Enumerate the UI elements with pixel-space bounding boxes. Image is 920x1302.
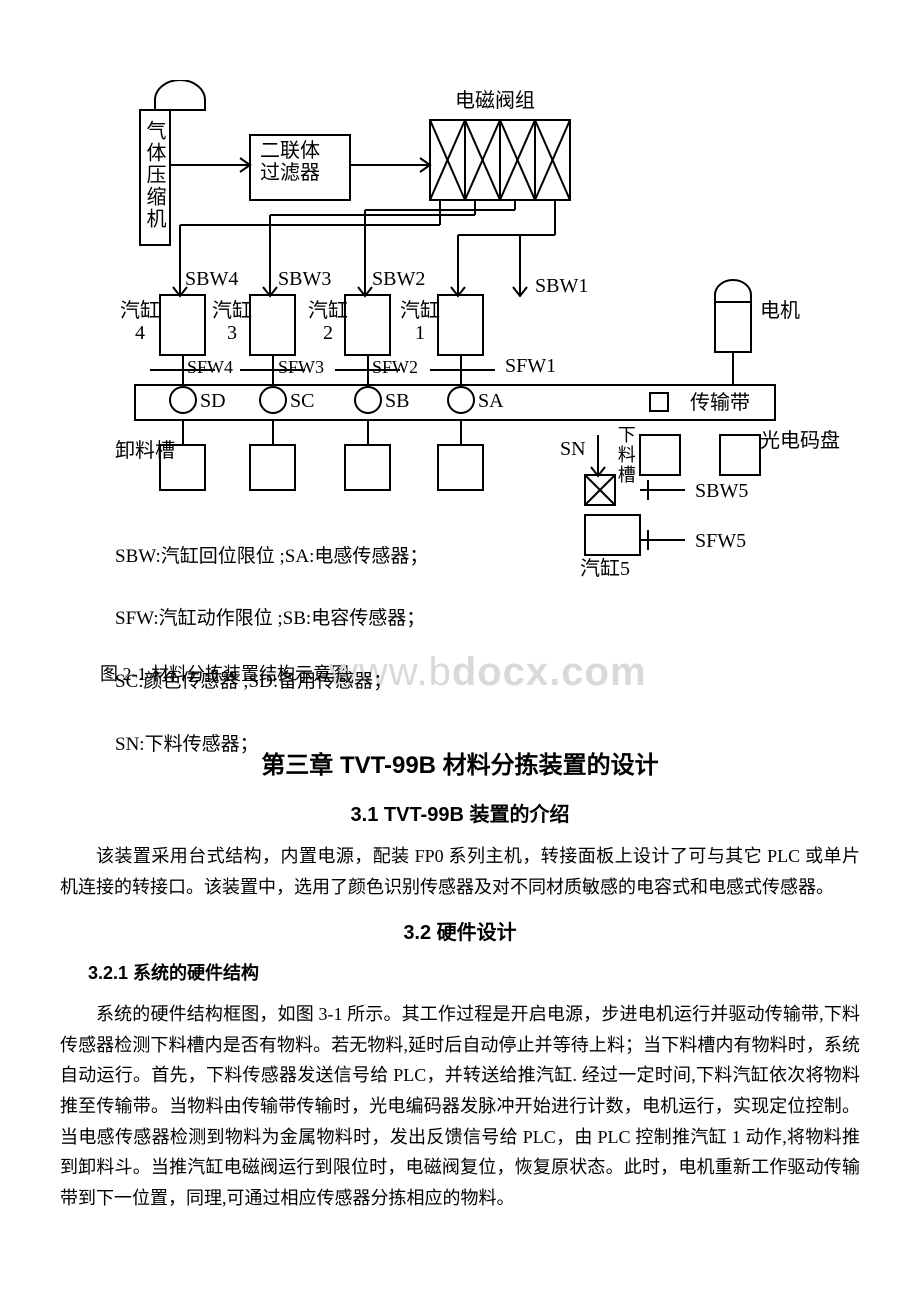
label-1: 1 [415, 322, 425, 344]
label-4: 4 [135, 322, 145, 344]
subsection-3-2-1-title: 3.2.1 系统的硬件结构 [88, 959, 860, 985]
label-cyl2a: 汽缸 [308, 300, 348, 322]
label-compressor: 气体压缩机 [143, 120, 165, 230]
label-sfw5: SFW5 [695, 530, 746, 552]
legend-4: SN:下料传感器； [115, 735, 428, 756]
label-sbw2: SBW2 [372, 268, 425, 290]
label-sbw4: SBW4 [185, 268, 238, 290]
legend-3: SC:颜色传感器 ;SD:备用传感器； [115, 672, 428, 693]
label-belt: 传输带 [690, 392, 750, 414]
label-sbw3: SBW3 [278, 268, 331, 290]
subsection-3-2-1-para1: 系统的硬件结构框图，如图 3-1 所示。其工作过程是开启电源，步进电机运行并驱动… [60, 999, 860, 1213]
label-cyl3a: 汽缸 [212, 300, 252, 322]
legend-1: SBW:汽缸回位限位 ;SA:电感传感器； [115, 547, 428, 568]
label-sfw4: SFW4 [187, 358, 233, 378]
label-sa: SA [478, 390, 504, 412]
label-cyl1a: 汽缸 [400, 300, 440, 322]
section-3-1-para1: 该装置采用台式结构，内置电源，配装 FP0 系列主机，转接面板上设计了可与其它 … [60, 841, 860, 902]
label-sbw1: SBW1 [535, 275, 588, 297]
label-sd: SD [200, 390, 226, 412]
label-sb: SB [385, 390, 409, 412]
label-2: 2 [323, 322, 333, 344]
label-sbw5: SBW5 [695, 480, 748, 502]
sorting-device-diagram: 气体压缩机 二联体 过滤器 电磁阀组 SBW4 SBW3 SBW2 SBW1 汽… [120, 80, 800, 620]
label-encoder: 光电码盘 [760, 430, 840, 452]
diagram-container: 气体压缩机 二联体 过滤器 电磁阀组 SBW4 SBW3 SBW2 SBW1 汽… [60, 80, 860, 620]
label-feed: 下料槽 [615, 425, 635, 485]
label-sn: SN [560, 438, 586, 460]
label-filter: 二联体 过滤器 [260, 140, 320, 184]
label-cyl4a: 汽缸 [120, 300, 160, 322]
legend-2: SFW:汽缸动作限位 ;SB:电容传感器； [115, 609, 428, 630]
label-cyl5: 汽缸5 [580, 558, 630, 580]
label-sfw1: SFW1 [505, 355, 556, 377]
section-3-1-title: 3.1 TVT-99B 装置的介绍 [60, 798, 860, 827]
label-motor: 电机 [760, 300, 800, 322]
label-valves: 电磁阀组 [455, 90, 535, 112]
label-3: 3 [227, 322, 237, 344]
label-unload: 卸料槽 [115, 440, 175, 462]
label-sfw3: SFW3 [278, 358, 324, 378]
section-3-2-title: 3.2 硬件设计 [60, 916, 860, 945]
label-sc: SC [290, 390, 314, 412]
label-sfw2: SFW2 [372, 358, 418, 378]
